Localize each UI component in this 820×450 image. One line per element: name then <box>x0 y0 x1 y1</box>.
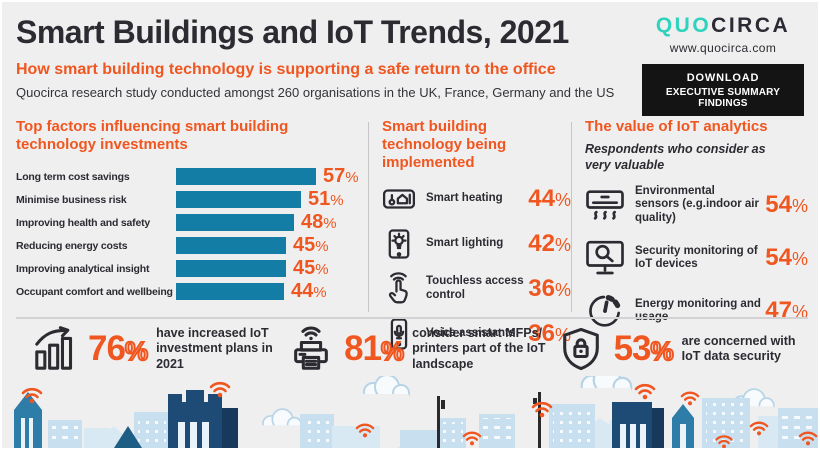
stat-value: 76% <box>88 329 149 368</box>
touchless-access-icon <box>382 272 416 306</box>
smart-heating-icon <box>382 182 416 216</box>
page-subtitle: How smart building technology is support… <box>16 61 556 78</box>
download-button[interactable]: DOWNLOAD EXECUTIVE SUMMARY FINDINGS <box>642 64 804 116</box>
bar-value: 48% <box>301 211 337 233</box>
bar <box>176 168 316 185</box>
logo-part-quo: QUO <box>655 14 712 37</box>
section-title-analytics: The value of IoT analytics <box>585 118 768 135</box>
bar-row: Improving analytical insight 45% <box>16 257 360 280</box>
item-value: 42% <box>528 230 571 257</box>
investment-bar-list: Long term cost savings 57% Minimise busine… <box>16 165 360 303</box>
bottom-stat: 53% are concerned with IoT data security <box>558 326 808 372</box>
website-link[interactable]: www.quocirca.com <box>669 41 777 55</box>
item-value: 44% <box>528 185 571 212</box>
stat-item: Security monitoring of IoT devices 54% <box>585 237 808 279</box>
stat-item: Environmental sensors (e.g.indoor air qu… <box>585 184 808 226</box>
bar-label: Improving analytical insight <box>16 262 150 275</box>
bar-label: Minimise business risk <box>16 193 127 206</box>
item-value: 47% <box>765 297 808 325</box>
stat-label: are concerned with IoT data security <box>681 333 796 363</box>
bar-row: Reducing energy costs 45% <box>16 234 360 257</box>
stat-value: 53% <box>613 329 675 368</box>
item-value: 54% <box>765 191 808 219</box>
item-label: Environmental sensors (e.g.indoor air qu… <box>635 184 759 225</box>
bar <box>176 260 286 277</box>
energy-monitoring-icon <box>585 291 625 331</box>
bar-row: Occupant comfort and wellbeing 44% <box>16 280 360 303</box>
wifi-icon <box>634 383 656 401</box>
bar-label: Reducing energy costs <box>16 239 128 252</box>
bar <box>176 283 284 300</box>
growth-chart-icon <box>32 326 78 372</box>
item-label: Smart lighting <box>426 237 504 250</box>
bar-label: Occupant comfort and wellbeing <box>16 285 173 298</box>
horizontal-divider <box>16 317 808 319</box>
bar-row: Long term cost savings 57% <box>16 165 360 188</box>
stats-columns: Top factors influencing smart building t… <box>16 118 808 350</box>
bar-label: Improving health and safety <box>16 216 151 229</box>
bar <box>176 214 294 231</box>
city-skyline-illustration <box>14 376 818 448</box>
header: Smart Buildings and IoT Trends, 2021 How… <box>16 14 636 100</box>
item-label: Smart heating <box>426 192 503 205</box>
item-label: Energy monitoring and usage <box>635 297 761 324</box>
stat-label: have increased IoT investment plans in 2… <box>156 326 273 371</box>
analytics-list: Environmental sensors (e.g.indoor air qu… <box>585 184 808 332</box>
item-label: Touchless access control <box>426 275 524 301</box>
investment-factors-section: Top factors influencing smart building t… <box>16 118 368 316</box>
bar-value: 45% <box>293 257 329 279</box>
item-label: Voice assistants <box>426 327 516 340</box>
study-description: Quocirca research study conducted amongs… <box>16 85 615 100</box>
analytics-section: The value of IoT analytics Respondents w… <box>572 118 808 327</box>
smart-lighting-icon <box>382 227 416 261</box>
stat-label: consider smart MFPs/ printers part of th… <box>412 326 546 371</box>
bottom-stat: 76% have increased IoT investment plans i… <box>32 326 288 372</box>
page-title: Smart Buildings and IoT Trends, 2021 <box>16 14 569 50</box>
wifi-icon <box>680 391 700 407</box>
stat-item: Smart lighting 42% <box>382 226 571 262</box>
bar <box>176 191 301 208</box>
bar-value: 51% <box>308 188 344 210</box>
voice-assistant-icon <box>382 317 416 351</box>
brand-block: QUOCIRCA www.quocirca.com DOWNLOAD EXECU… <box>642 14 804 116</box>
download-button-line1: DOWNLOAD <box>686 72 760 84</box>
smart-printer-icon <box>288 326 334 372</box>
bar-value: 44% <box>291 280 327 302</box>
stat-value: 81% <box>344 329 405 368</box>
section-title-implemented: Smart building technology being implemen… <box>382 118 507 171</box>
item-value: 36% <box>528 320 571 347</box>
implemented-section: Smart building technology being implemen… <box>369 118 571 350</box>
stat-item: Voice assistants 36% <box>382 316 571 352</box>
shield-lock-icon <box>558 326 604 372</box>
bar-row: Improving health and safety 48% <box>16 211 360 234</box>
bar-row: Minimise business risk 51% <box>16 188 360 211</box>
bar-value: 45% <box>293 234 329 256</box>
implemented-list: Smart heating 44% Smart lighting 42% Touchle… <box>382 181 571 352</box>
stat-item: Smart heating 44% <box>382 181 571 217</box>
bottom-stat: 81% consider smart MFPs/ printers part of… <box>288 326 557 372</box>
bottom-stats: 76% have increased IoT investment plans i… <box>16 326 808 372</box>
wifi-icon <box>531 401 553 419</box>
bar <box>176 237 286 254</box>
section-title-investments: Top factors influencing smart building t… <box>16 118 289 153</box>
analytics-subtitle: Respondents who consider as very valuabl… <box>585 142 766 172</box>
logo-part-circa: CIRCA <box>711 14 791 37</box>
environmental-sensors-icon <box>585 185 625 225</box>
item-label: Security monitoring of IoT devices <box>635 244 758 271</box>
vertical-divider <box>571 122 572 312</box>
bar-value: 57% <box>323 165 359 187</box>
item-value: 54% <box>765 244 808 272</box>
security-monitoring-icon <box>585 238 625 278</box>
stat-item: Touchless access control 36% <box>382 271 571 307</box>
item-value: 36% <box>528 275 571 302</box>
quocirca-logo: QUOCIRCA <box>642 14 804 38</box>
bar-label: Long term cost savings <box>16 170 130 183</box>
vertical-divider <box>368 122 369 312</box>
wifi-icon <box>462 431 482 447</box>
download-button-line2: EXECUTIVE SUMMARY FINDINGS <box>665 87 781 109</box>
